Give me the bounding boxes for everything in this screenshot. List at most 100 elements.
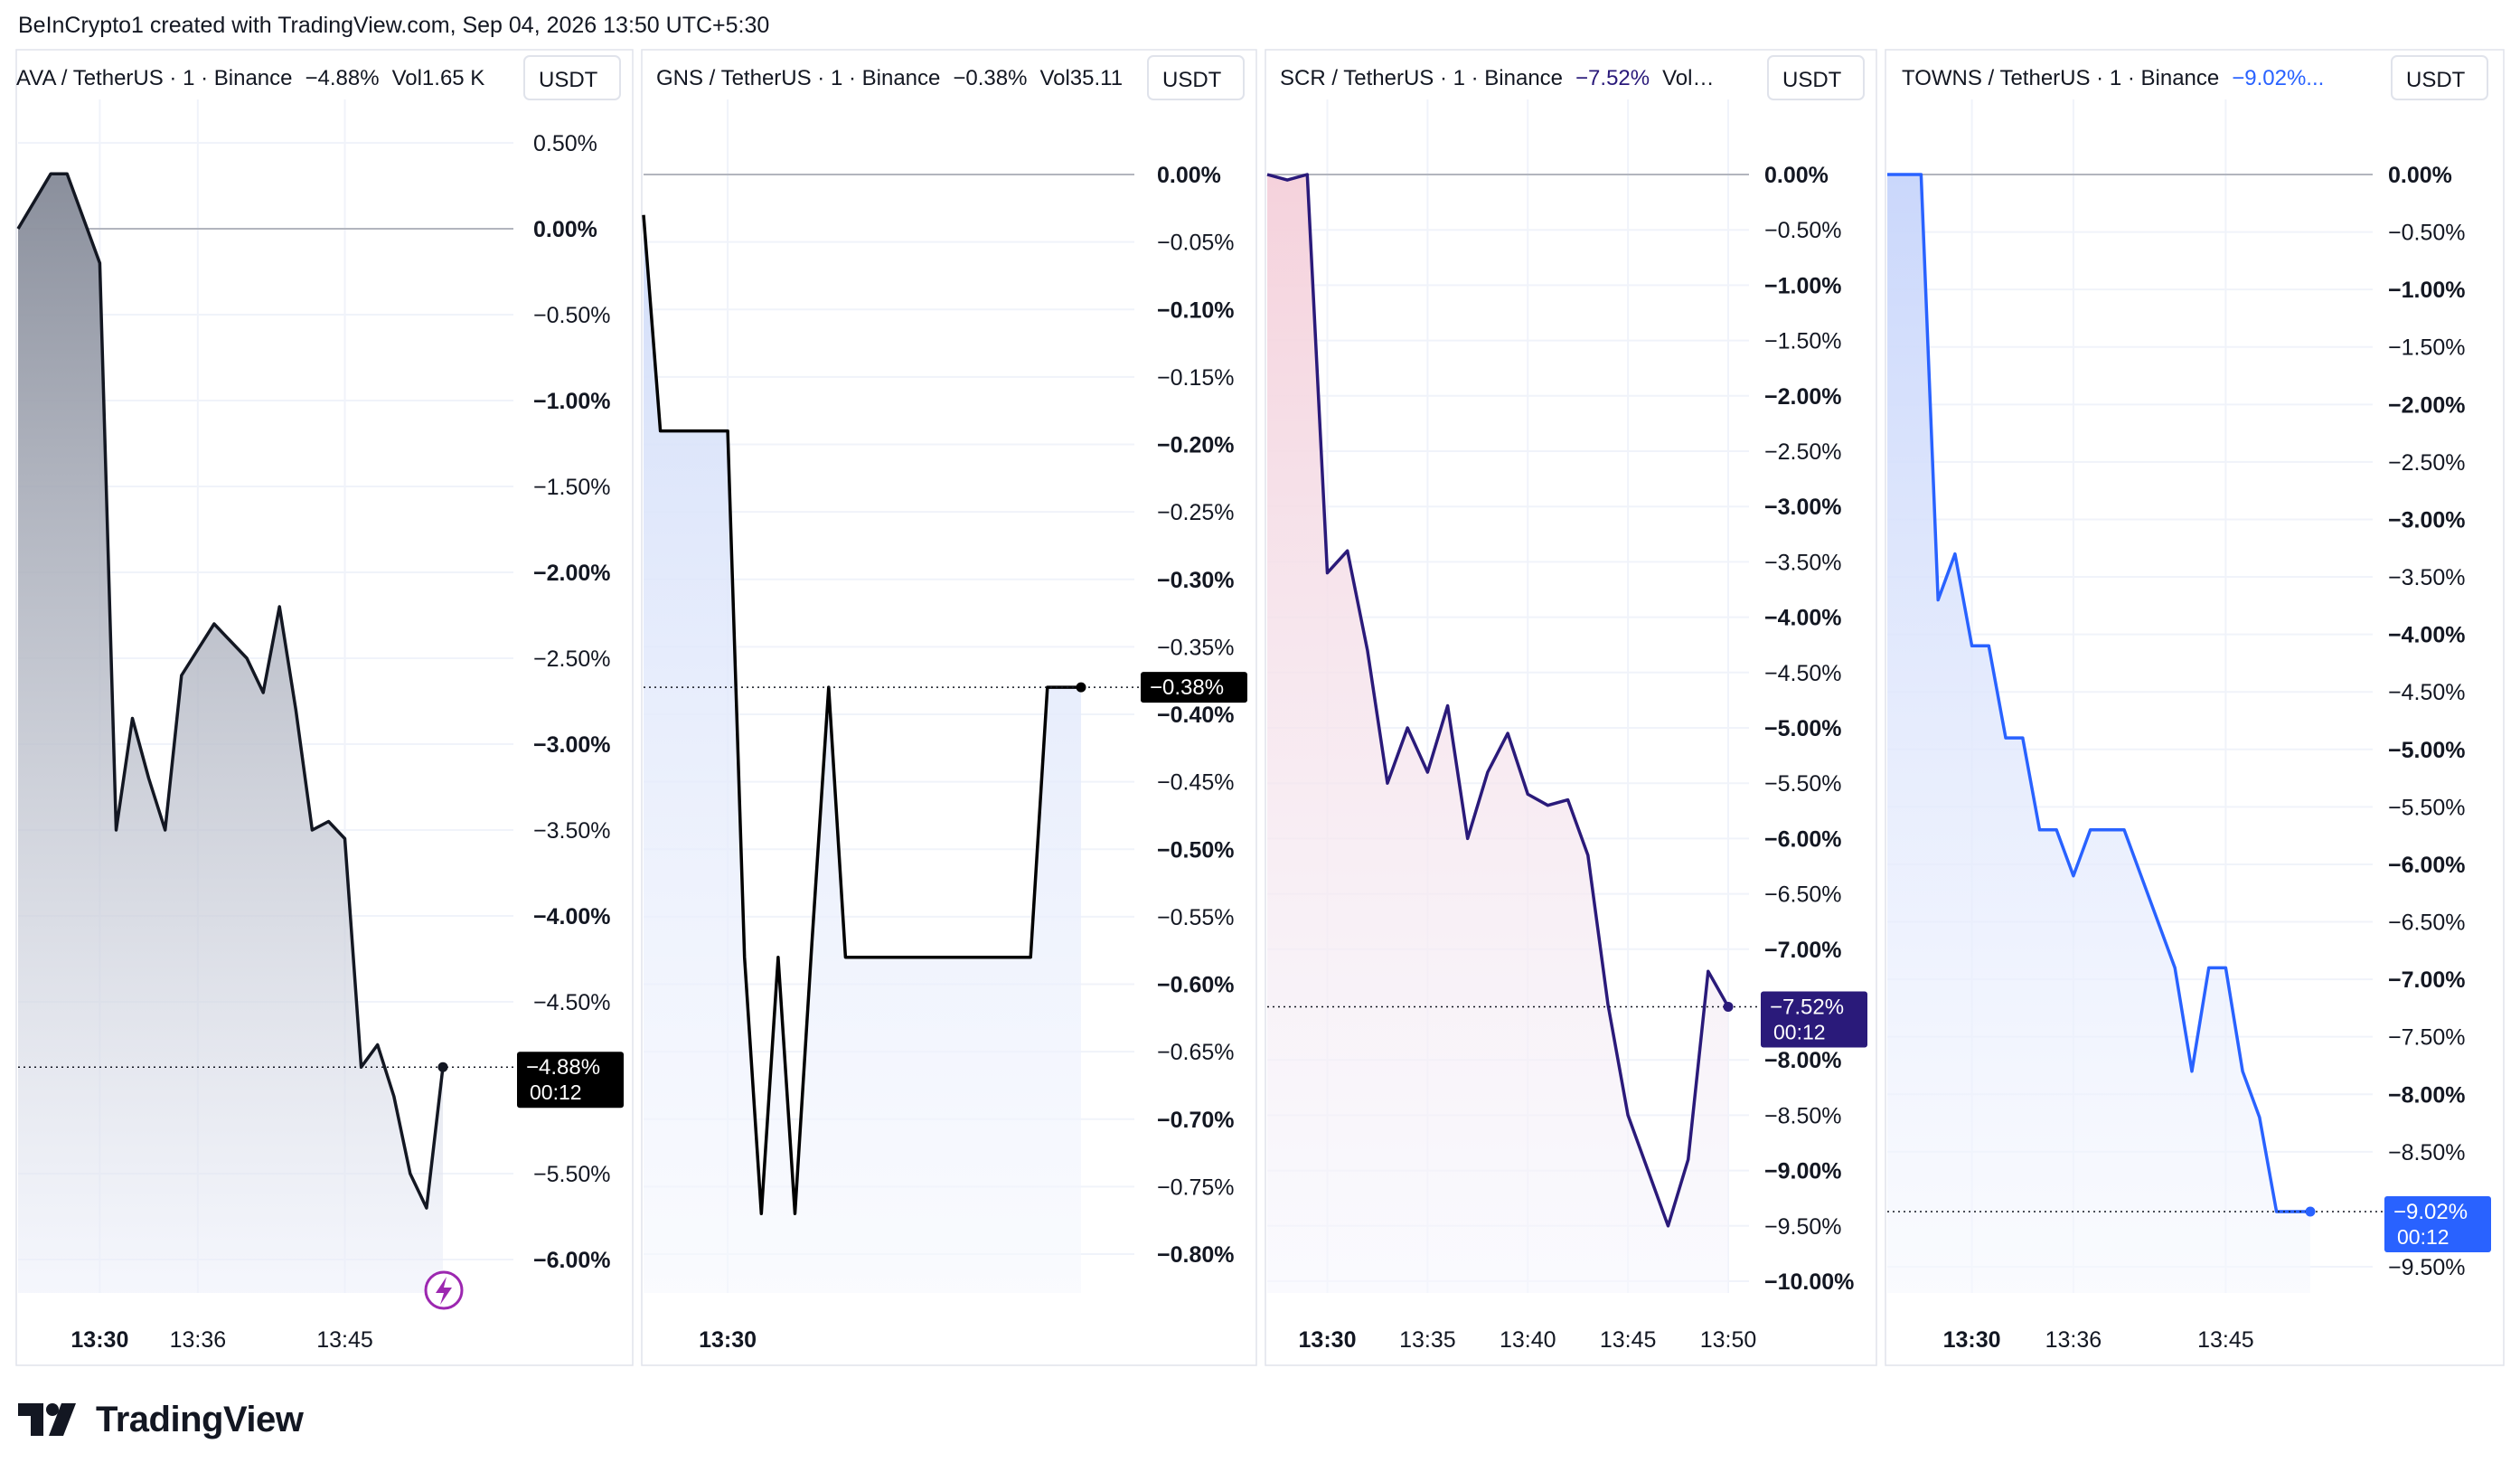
lightning-icon[interactable] <box>424 1270 464 1310</box>
y-tick-label: −1.50% <box>1764 329 1842 354</box>
y-tick-label: −2.00% <box>2388 392 2466 418</box>
x-tick-label: 13:30 <box>699 1327 757 1353</box>
y-tick-label: −3.50% <box>533 818 611 844</box>
y-tick-label: −0.60% <box>1157 973 1235 998</box>
x-tick-label: 13:36 <box>170 1327 227 1353</box>
y-tick-label: −4.00% <box>2388 623 2466 648</box>
chart-panel-3: 0.00% −0.50% −1.00% −1.50% −2.00% −2.50% −3.00… <box>1265 49 1877 1366</box>
y-tick-label: −3.00% <box>1764 495 1842 520</box>
change-value: −9.02%... <box>2232 66 2324 90</box>
y-tick-label: −7.00% <box>1764 938 1842 963</box>
y-tick-label: −0.15% <box>1157 365 1235 391</box>
last-point-marker <box>2305 1206 2316 1217</box>
y-tick-label: −2.00% <box>533 561 611 586</box>
bar-countdown: 00:12 <box>530 1080 582 1104</box>
x-tick-label: 13:30 <box>1299 1327 1357 1353</box>
last-value-label: −4.88% <box>526 1055 600 1080</box>
currency-label: USDT <box>2406 68 2466 92</box>
last-value-badge <box>2384 1195 2491 1252</box>
series-line <box>1887 173 2310 1213</box>
chart-credit: BeInCrypto1 created with TradingView.com… <box>18 13 770 38</box>
x-tick-label: 13:36 <box>2045 1327 2102 1353</box>
x-tick-label: 13:35 <box>1399 1327 1456 1353</box>
tradingview-logo[interactable]: TradingView <box>18 1392 304 1447</box>
chart-panel-2: 0.00% −0.05% −0.10% −0.15% −0.20% −0.25% −0.30… <box>641 49 1257 1366</box>
y-tick-label: −5.50% <box>1764 771 1842 797</box>
y-tick-label: −5.50% <box>533 1162 611 1187</box>
last-point-marker <box>1723 1001 1734 1012</box>
y-tick-label: −4.50% <box>533 990 611 1015</box>
x-tick-label: 13:40 <box>1500 1327 1556 1353</box>
y-tick-label: −4.50% <box>1764 661 1842 686</box>
legend-row: GNS / TetherUS · 1 · Binance −0.38% Vol35.… <box>656 66 1123 90</box>
legend-row: TOWNS / TetherUS · 1 · Binance −9.02%... <box>1902 66 2324 90</box>
series-line <box>16 172 445 1210</box>
y-tick-label: −2.00% <box>1764 384 1842 410</box>
volume-value: Vol… <box>1662 66 1714 90</box>
y-tick-label: −3.00% <box>2388 507 2466 533</box>
y-tick-label: −0.50% <box>1157 837 1235 863</box>
last-point-marker <box>437 1062 448 1072</box>
y-tick-label: −0.05% <box>1157 231 1235 256</box>
last-value-badge <box>517 1052 624 1109</box>
y-tick-label: −2.50% <box>1764 439 1842 465</box>
y-tick-label: −0.10% <box>1157 297 1235 323</box>
lightning-bolt <box>436 1277 452 1305</box>
y-tick-label: −4.50% <box>2388 680 2466 705</box>
y-tick-label: −0.75% <box>1157 1175 1235 1200</box>
currency-label: USDT <box>1162 68 1222 92</box>
y-tick-label: −3.00% <box>533 732 611 758</box>
y-tick-label: −8.00% <box>2388 1082 2466 1108</box>
y-tick-label: −0.45% <box>1157 770 1235 796</box>
currency-label: USDT <box>1782 68 1842 92</box>
y-tick-label: −0.40% <box>1157 703 1235 728</box>
y-tick-label: −1.00% <box>1764 273 1842 298</box>
y-tick-label: −6.00% <box>2388 853 2466 878</box>
y-tick-label: 0.00% <box>2388 163 2452 188</box>
y-tick-label: −0.50% <box>1764 218 1842 243</box>
y-tick-label: −0.25% <box>1157 500 1235 525</box>
y-tick-label: −6.00% <box>533 1248 611 1273</box>
y-tick-label: −8.50% <box>1764 1103 1842 1128</box>
y-tick-label: −1.00% <box>2388 278 2466 303</box>
y-tick-label: −10.00% <box>1764 1269 1854 1295</box>
y-tick-label: −8.00% <box>1764 1048 1842 1073</box>
x-tick-label: 13:30 <box>71 1327 128 1353</box>
y-tick-label: −4.00% <box>533 904 611 929</box>
x-tick-label: 13:45 <box>1600 1327 1657 1353</box>
y-tick-label: −0.30% <box>1157 568 1235 593</box>
y-tick-label: −0.50% <box>2388 221 2466 246</box>
last-point-marker <box>1076 682 1086 693</box>
last-value-badge <box>1141 672 1247 703</box>
y-tick-label: −0.65% <box>1157 1040 1235 1065</box>
y-tick-label: −0.35% <box>1157 635 1235 660</box>
symbol-title: GNS / TetherUS · 1 · Binance <box>656 66 940 90</box>
currency-button[interactable] <box>523 55 621 100</box>
x-tick-label: 13:45 <box>316 1327 373 1353</box>
y-tick-label: −9.50% <box>1764 1214 1842 1240</box>
legend-row: SCR / TetherUS · 1 · Binance −7.52% Vol… <box>1280 66 1714 90</box>
y-tick-label: −3.50% <box>2388 565 2466 590</box>
y-tick-label: −1.50% <box>533 475 611 500</box>
legend-background <box>1267 52 1752 99</box>
series-area <box>1267 175 1728 1293</box>
currency-button[interactable] <box>2391 55 2488 100</box>
bar-countdown: 00:12 <box>2397 1225 2449 1249</box>
last-value-badge <box>1761 991 1867 1048</box>
volume-value: Vol1.65 K <box>392 66 485 90</box>
y-tick-label: −1.50% <box>2388 335 2466 361</box>
legend-row: AVA / TetherUS · 1 · Binance −4.88% Vol1.6… <box>16 66 484 90</box>
series-area <box>18 174 443 1294</box>
y-tick-label: −0.55% <box>1157 905 1235 930</box>
currency-button[interactable] <box>1767 55 1865 100</box>
x-tick-label: 13:50 <box>1700 1327 1757 1353</box>
bar-countdown: 00:12 <box>1773 1020 1826 1043</box>
series-area <box>1887 175 2310 1293</box>
y-tick-label: −6.50% <box>1764 882 1842 908</box>
currency-button[interactable] <box>1147 55 1245 100</box>
last-value-label: −0.38% <box>1150 675 1224 700</box>
last-value-label: −7.52% <box>1770 995 1844 1019</box>
legend-background <box>644 52 1132 99</box>
y-tick-label: −6.50% <box>2388 911 2466 936</box>
